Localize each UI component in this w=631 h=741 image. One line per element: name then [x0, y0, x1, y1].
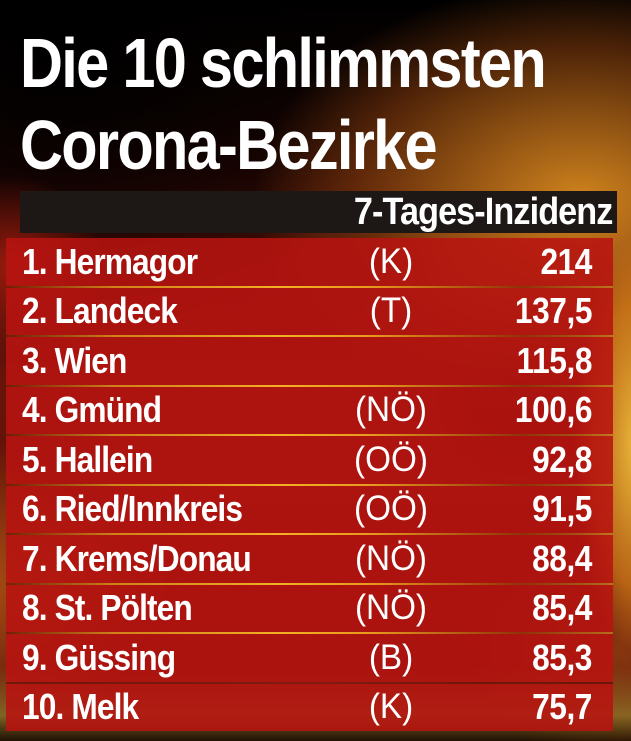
table-row: 2. Landeck (T) 137,5 [6, 287, 613, 335]
row-separator [6, 384, 613, 387]
district-name: Melk [71, 686, 139, 728]
province-label: (T) [369, 291, 413, 331]
rank-label: 2. [22, 290, 48, 332]
table-row: 3. Wien 115,8 [6, 337, 613, 385]
rank-label: 10. [22, 686, 64, 728]
rank-label: 3. [22, 339, 48, 381]
table-row: 8. St. Pölten (NÖ) 85,4 [6, 584, 613, 632]
table-row: 7. Krems/Donau (NÖ) 88,4 [6, 535, 613, 583]
district-name: Güssing [54, 636, 176, 678]
incidence-value: 92,8 [532, 438, 592, 480]
district-name: Hermagor [54, 240, 198, 282]
table-row: 6. Ried/Innkreis (OÖ) 91,5 [6, 485, 613, 533]
table-row: 4. Gmünd (NÖ) 100,6 [6, 386, 613, 434]
rank-label: 4. [22, 389, 48, 431]
district-name: Gmünd [54, 389, 162, 431]
row-separator [6, 335, 613, 337]
incidence-value: 88,4 [532, 537, 592, 579]
incidence-value: 100,6 [514, 389, 593, 431]
column-header-label: 7-Tages-Inzidenz [353, 191, 614, 233]
incidence-value: 91,5 [532, 488, 592, 530]
rank-label: 5. [22, 438, 48, 480]
table-row: 1. Hermagor (K) 214 [6, 238, 613, 286]
district-name: Krems/Donau [54, 537, 252, 579]
province-label: (OÖ) [354, 439, 428, 479]
district-name: St. Pölten [54, 587, 193, 629]
rank-label: 8. [22, 587, 48, 629]
incidence-value: 137,5 [514, 290, 593, 332]
province-label: (OÖ) [354, 489, 428, 529]
district-name: Hallein [54, 438, 154, 480]
row-separator [6, 582, 613, 585]
incidence-value: 85,4 [532, 587, 592, 629]
incidence-value: 214 [540, 240, 592, 282]
rank-label: 7. [22, 537, 48, 579]
row-separator [6, 632, 613, 634]
row-separator [6, 285, 613, 288]
district-name: Ried/Innkreis [54, 488, 243, 530]
province-label: (K) [368, 241, 414, 281]
province-label: (NÖ) [354, 538, 428, 578]
table-row: 5. Hallein (OÖ) 92,8 [6, 436, 613, 484]
rank-label: 9. [22, 636, 48, 678]
incidence-value: 75,7 [532, 686, 592, 728]
rank-label: 1. [22, 240, 48, 282]
incidence-table: 1. Hermagor (K) 214 2. Landeck (T) 137,5 3… [6, 238, 613, 731]
column-header-bar: 7-Tages-Inzidenz [20, 191, 617, 233]
table-row: 9. Güssing (B) 85,3 [6, 634, 613, 682]
row-separator [6, 483, 613, 486]
province-label: (NÖ) [354, 390, 428, 430]
title-line-1: Die 10 schlimmsten [20, 24, 547, 102]
table-row: 10. Melk (K) 75,7 [6, 683, 613, 731]
incidence-value: 85,3 [532, 636, 592, 678]
title-line-2: Corona-Bezirke [20, 106, 438, 184]
district-name: Landeck [54, 290, 178, 332]
province-label: (NÖ) [354, 588, 428, 628]
page-title: Die 10 schlimmsten Corona-Bezirke [20, 22, 547, 186]
district-name: Wien [54, 339, 128, 381]
row-separator [6, 434, 613, 436]
rank-label: 6. [22, 488, 48, 530]
incidence-value: 115,8 [516, 339, 593, 381]
row-separator [6, 533, 613, 535]
province-label: (B) [368, 637, 414, 677]
province-label: (K) [368, 687, 414, 727]
row-separator [6, 681, 613, 684]
